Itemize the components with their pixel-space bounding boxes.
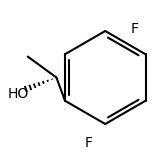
Text: F: F — [85, 136, 93, 150]
Text: HO: HO — [8, 87, 29, 101]
Text: F: F — [131, 22, 139, 36]
